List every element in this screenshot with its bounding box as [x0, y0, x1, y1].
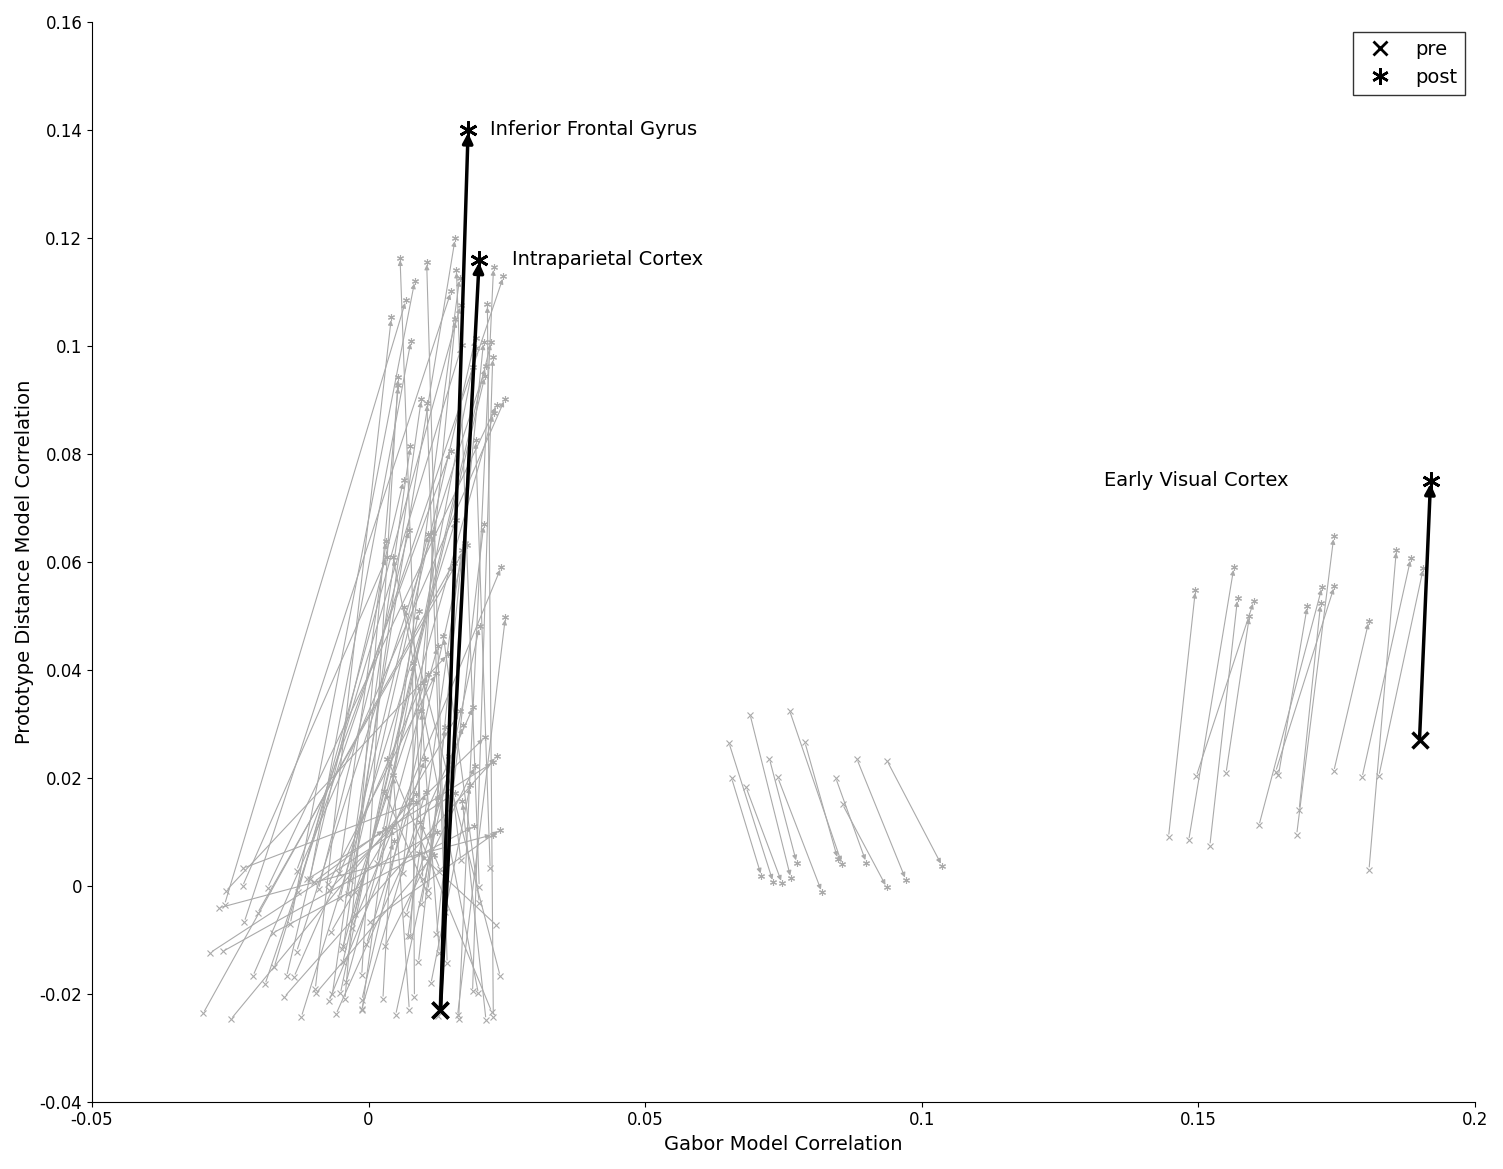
Legend: pre, post: pre, post: [1353, 32, 1465, 95]
X-axis label: Gabor Model Correlation: Gabor Model Correlation: [664, 1135, 903, 1154]
Y-axis label: Prototype Distance Model Correlation: Prototype Distance Model Correlation: [15, 380, 35, 743]
Text: Early Visual Cortex: Early Visual Cortex: [1105, 471, 1288, 490]
Text: Inferior Frontal Gyrus: Inferior Frontal Gyrus: [490, 120, 697, 139]
Text: Intraparietal Cortex: Intraparietal Cortex: [513, 250, 703, 269]
